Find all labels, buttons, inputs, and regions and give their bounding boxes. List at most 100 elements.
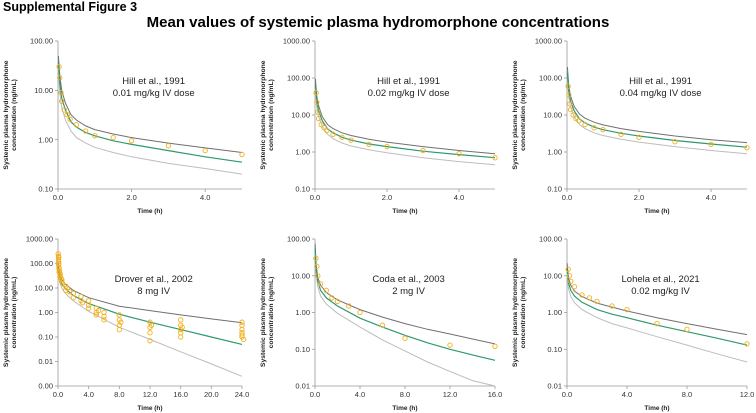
observed-point [654, 320, 660, 327]
observed-point [609, 303, 615, 309]
x-tick-label: 12.0 [443, 390, 458, 399]
y-axis-label: Systemic plasma hydromorphone [260, 60, 267, 169]
x-tick-label: 2.0 [382, 193, 392, 202]
x-tick-label: 4.0 [622, 390, 632, 399]
x-tick-label: 8.0 [114, 390, 124, 399]
x-tick-label: 4.0 [83, 390, 93, 399]
y-tick-label: 10.00 [34, 284, 53, 293]
observed-point [384, 143, 390, 150]
x-tick-label: 2.0 [634, 193, 644, 202]
y-tick-label: 1.00 [295, 148, 310, 157]
observed-point [379, 322, 386, 328]
x-axis-label: Time (h) [644, 208, 669, 215]
observed-point [323, 287, 329, 294]
observed-point [594, 298, 600, 305]
observed-point [57, 272, 63, 278]
y-tick-label: 100.00 [539, 74, 562, 83]
observed-point [67, 116, 73, 122]
study-annotation: 0.02 mg/kg IV [631, 286, 690, 297]
y-tick-label: 100.00 [30, 37, 53, 46]
observed-point [744, 145, 750, 151]
x-tick-label: 24.0 [235, 390, 250, 399]
observed-point [239, 151, 245, 158]
observed-point [93, 312, 99, 318]
observed-point [79, 300, 86, 306]
series-line-upper [314, 78, 496, 155]
observed-point [357, 309, 363, 316]
observed-point [576, 118, 582, 124]
x-tick-label: 0.0 [562, 193, 572, 202]
observed-point [165, 143, 172, 149]
observed-point [402, 335, 408, 341]
observed-point [315, 273, 321, 279]
series-line-lower [314, 89, 496, 166]
study-annotation: Drover et al., 2002 [115, 274, 193, 285]
y-axis-label: concentration (ng/mL) [11, 277, 18, 349]
observed-point [348, 137, 354, 143]
observed-point [128, 138, 135, 144]
observed-point [178, 330, 184, 336]
series-line-lower [566, 274, 748, 363]
y-tick-label: 100.00 [287, 235, 310, 244]
x-tick-label: 12.0 [143, 390, 158, 399]
observed-point [339, 134, 345, 140]
observed-point [744, 341, 750, 347]
y-tick-label: 0.10 [38, 333, 53, 342]
y-axis-label: Systemic plasma hydromorphone [260, 258, 267, 367]
series-line-lower [314, 253, 496, 387]
observed-point [570, 112, 576, 118]
y-tick-label: 100.00 [287, 74, 310, 83]
observed-point [492, 155, 498, 161]
observed-point [116, 312, 122, 318]
observed-point [56, 260, 62, 267]
y-tick-label: 10.00 [34, 86, 53, 95]
observed-point [586, 295, 593, 301]
observed-point [565, 266, 571, 272]
y-axis-label: concentration (ng/mL) [520, 277, 527, 349]
observed-point [86, 302, 92, 308]
study-annotation: 0.04 mg/kg IV dose [620, 88, 702, 99]
observed-point [684, 326, 690, 332]
observed-point [57, 75, 63, 81]
observed-point [346, 303, 352, 309]
y-axis-label: concentration (ng/mL) [520, 79, 527, 151]
observed-point [315, 115, 322, 122]
y-tick-label: 1.00 [38, 135, 53, 144]
y-tick-label: 10.00 [291, 111, 310, 120]
observed-point [59, 98, 65, 104]
observed-point [321, 125, 327, 131]
y-axis-label: Systemic plasma hydromorphone [512, 60, 519, 169]
x-tick-label: 8.0 [400, 390, 410, 399]
x-tick-label: 4.0 [355, 390, 365, 399]
x-axis-label: Time (h) [137, 405, 162, 412]
observed-point [366, 141, 372, 148]
observed-point [56, 254, 62, 260]
y-axis-label: concentration (ng/mL) [268, 79, 275, 151]
y-tick-label: 1000.00 [283, 37, 310, 46]
y-tick-label: 100.00 [30, 259, 53, 268]
x-tick-label: 8.0 [682, 390, 692, 399]
y-tick-label: 1.00 [295, 308, 310, 317]
x-axis-label: Time (h) [644, 405, 669, 412]
y-tick-label: 0.00 [38, 382, 53, 391]
y-tick-label: 10.00 [543, 111, 562, 120]
y-tick-label: 0.10 [295, 345, 310, 354]
observed-point [240, 336, 247, 343]
figure-title: Mean values of systemic plasma hydromorp… [146, 14, 610, 31]
series-line-upper [57, 55, 243, 153]
y-tick-label: 100.00 [539, 235, 562, 244]
x-axis-label: Time (h) [137, 208, 162, 215]
observed-point [56, 268, 63, 274]
chart-panel-6: 0.01 0.10 1.00 10.00 100.00 0.0 4.0 8.0 12.0 Time… [512, 235, 754, 412]
y-tick-label: 10.00 [543, 271, 562, 280]
y-tick-label: 0.10 [295, 185, 310, 194]
study-annotation: Hill et al., 1991 [629, 76, 692, 87]
y-tick-label: 1.00 [547, 308, 562, 317]
series-line-lower [57, 70, 243, 175]
observed-point [708, 141, 714, 148]
x-tick-label: 0.0 [310, 390, 320, 399]
x-tick-label: 0.0 [53, 193, 63, 202]
y-axis-label: Systemic plasma hydromorphone [512, 258, 519, 367]
study-annotation: 0.02 mg/kg IV dose [368, 88, 450, 99]
